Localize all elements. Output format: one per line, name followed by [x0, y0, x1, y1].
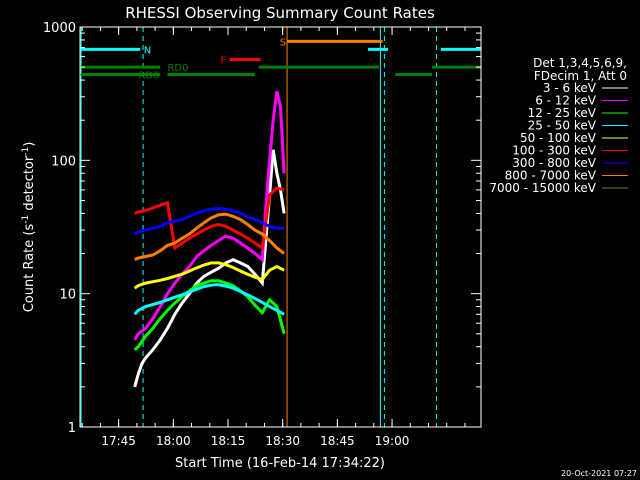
series-line-0 — [133, 149, 286, 388]
y-axis-label-end: ) — [22, 142, 37, 147]
legend-label-1: 6 - 12 keV — [535, 94, 597, 108]
y-axis-label-sup2: -1 — [21, 147, 31, 156]
plot-area: N RD0 RD6 F S — [80, 27, 481, 427]
x-tick-label-4: 18:45 — [320, 434, 355, 448]
legend-label-6: 300 - 800 keV — [512, 156, 596, 170]
x-tick-label-3: 18:30 — [265, 434, 300, 448]
series-line-3 — [133, 283, 285, 316]
series-line-4 — [133, 261, 285, 290]
legend: Det 1,3,4,5,6,9, FDecim 1, Att 0 3 - 6 k… — [489, 56, 628, 195]
series-line-2 — [133, 279, 286, 351]
y-axis-label: Count Rate (s-1 detector-1) — [21, 142, 37, 313]
x-tick-label-2: 18:15 — [211, 434, 246, 448]
legend-label-5: 100 - 300 keV — [512, 144, 596, 158]
legend-label-8: 7000 - 15000 keV — [489, 181, 596, 195]
legend-label-3: 25 - 50 keV — [528, 119, 597, 133]
y-tick-label-1: 10 — [59, 288, 76, 303]
plot-frame — [79, 26, 482, 428]
axes: 17:45 18:00 18:15 18:30 18:45 19:00 1 10 100 1000 — [43, 21, 481, 448]
state-bar-label-3: RD0 — [167, 63, 188, 74]
legend-label-2: 12 - 25 keV — [528, 106, 597, 120]
state-bar-label-4: RD6 — [138, 71, 159, 82]
state-bar-label-9: F — [220, 56, 226, 67]
y-axis-label-mid: detector — [22, 155, 37, 215]
y-tick-label-3: 1000 — [43, 21, 76, 36]
footer-timestamp: 20-Oct-2021 07:27 — [561, 469, 637, 478]
series-line-5 — [134, 186, 285, 251]
x-tick-label-5: 19:00 — [375, 434, 410, 448]
chart-title: RHESSI Observing Summary Count Rates — [125, 4, 435, 22]
series-line-7 — [134, 212, 286, 261]
y-axis-label-main: Count Rate (s — [22, 224, 37, 313]
legend-label-4: 50 - 100 keV — [520, 131, 597, 145]
state-bar-label-0: N — [144, 45, 151, 56]
x-tick-label-0: 17:45 — [101, 434, 136, 448]
series-line-1 — [133, 90, 286, 341]
legend-header-line-2: FDecim 1, Att 0 — [534, 69, 627, 83]
legend-header-line-1: Det 1,3,4,5,6,9, — [533, 56, 627, 70]
legend-label-7: 800 - 7000 keV — [505, 169, 597, 183]
x-axis-label: Start Time (16-Feb-14 17:34:22) — [175, 456, 385, 471]
series-line-6 — [133, 206, 285, 236]
state-bar-label-10: S — [280, 37, 286, 48]
y-axis-label-sup1: -1 — [21, 215, 31, 224]
y-tick-label-2: 100 — [51, 154, 76, 169]
x-tick-label-1: 18:00 — [156, 434, 191, 448]
y-tick-label-0: 1 — [68, 421, 76, 436]
legend-label-0: 3 - 6 keV — [543, 81, 597, 95]
